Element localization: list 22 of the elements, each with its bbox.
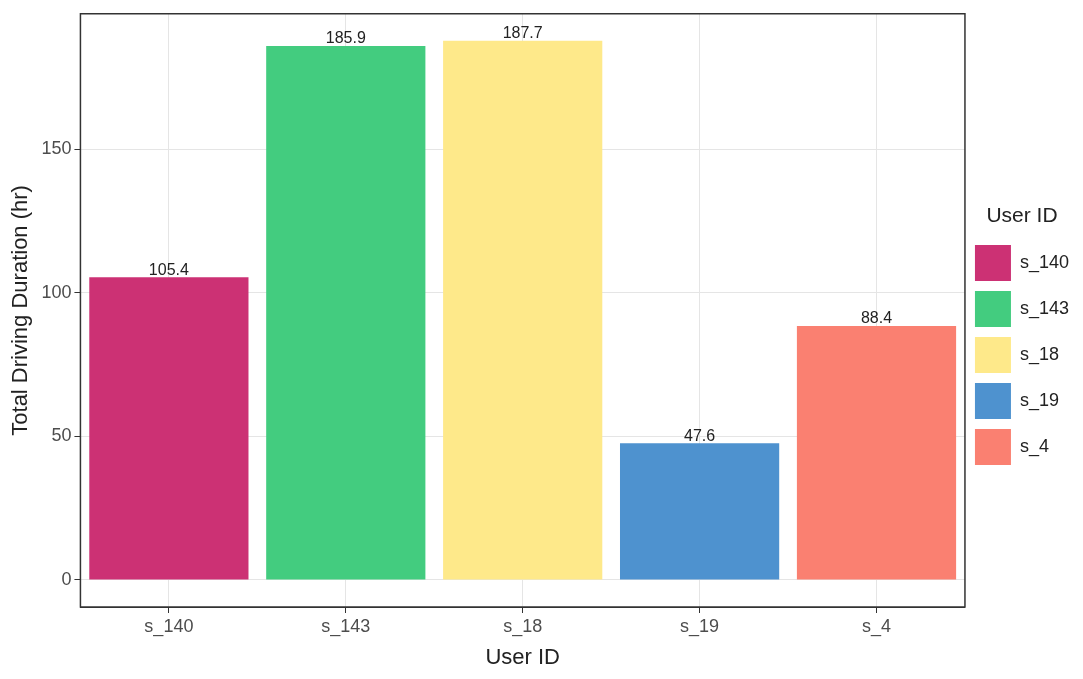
legend-title: User ID — [986, 203, 1058, 227]
y-tick-label: 100 — [41, 281, 72, 302]
y-tick-label: 0 — [61, 568, 72, 589]
x-tick-label: s_18 — [503, 615, 543, 637]
data-label: 185.9 — [325, 29, 366, 47]
data-label: 88.4 — [860, 309, 893, 327]
legend-label: s_140 — [1019, 252, 1069, 274]
x-tick-label: s_4 — [861, 615, 892, 637]
legend-label: s_19 — [1019, 390, 1059, 412]
y-tick-label: 50 — [51, 425, 72, 446]
legend-label: s_143 — [1019, 298, 1069, 320]
data-label: 105.4 — [148, 260, 189, 278]
data-label: 47.6 — [684, 426, 716, 444]
x-tick-label: s_143 — [321, 615, 371, 637]
x-axis-title: User ID — [485, 643, 560, 669]
x-tick-label: s_140 — [144, 615, 194, 637]
data-label: 187.7 — [502, 24, 543, 42]
legend-label: s_18 — [1019, 344, 1059, 366]
y-axis-title: Total Driving Duration (hr) — [7, 185, 33, 436]
x-tick-label: s_19 — [680, 615, 720, 637]
y-tick-label: 150 — [41, 138, 72, 159]
legend-label: s_4 — [1019, 436, 1049, 458]
